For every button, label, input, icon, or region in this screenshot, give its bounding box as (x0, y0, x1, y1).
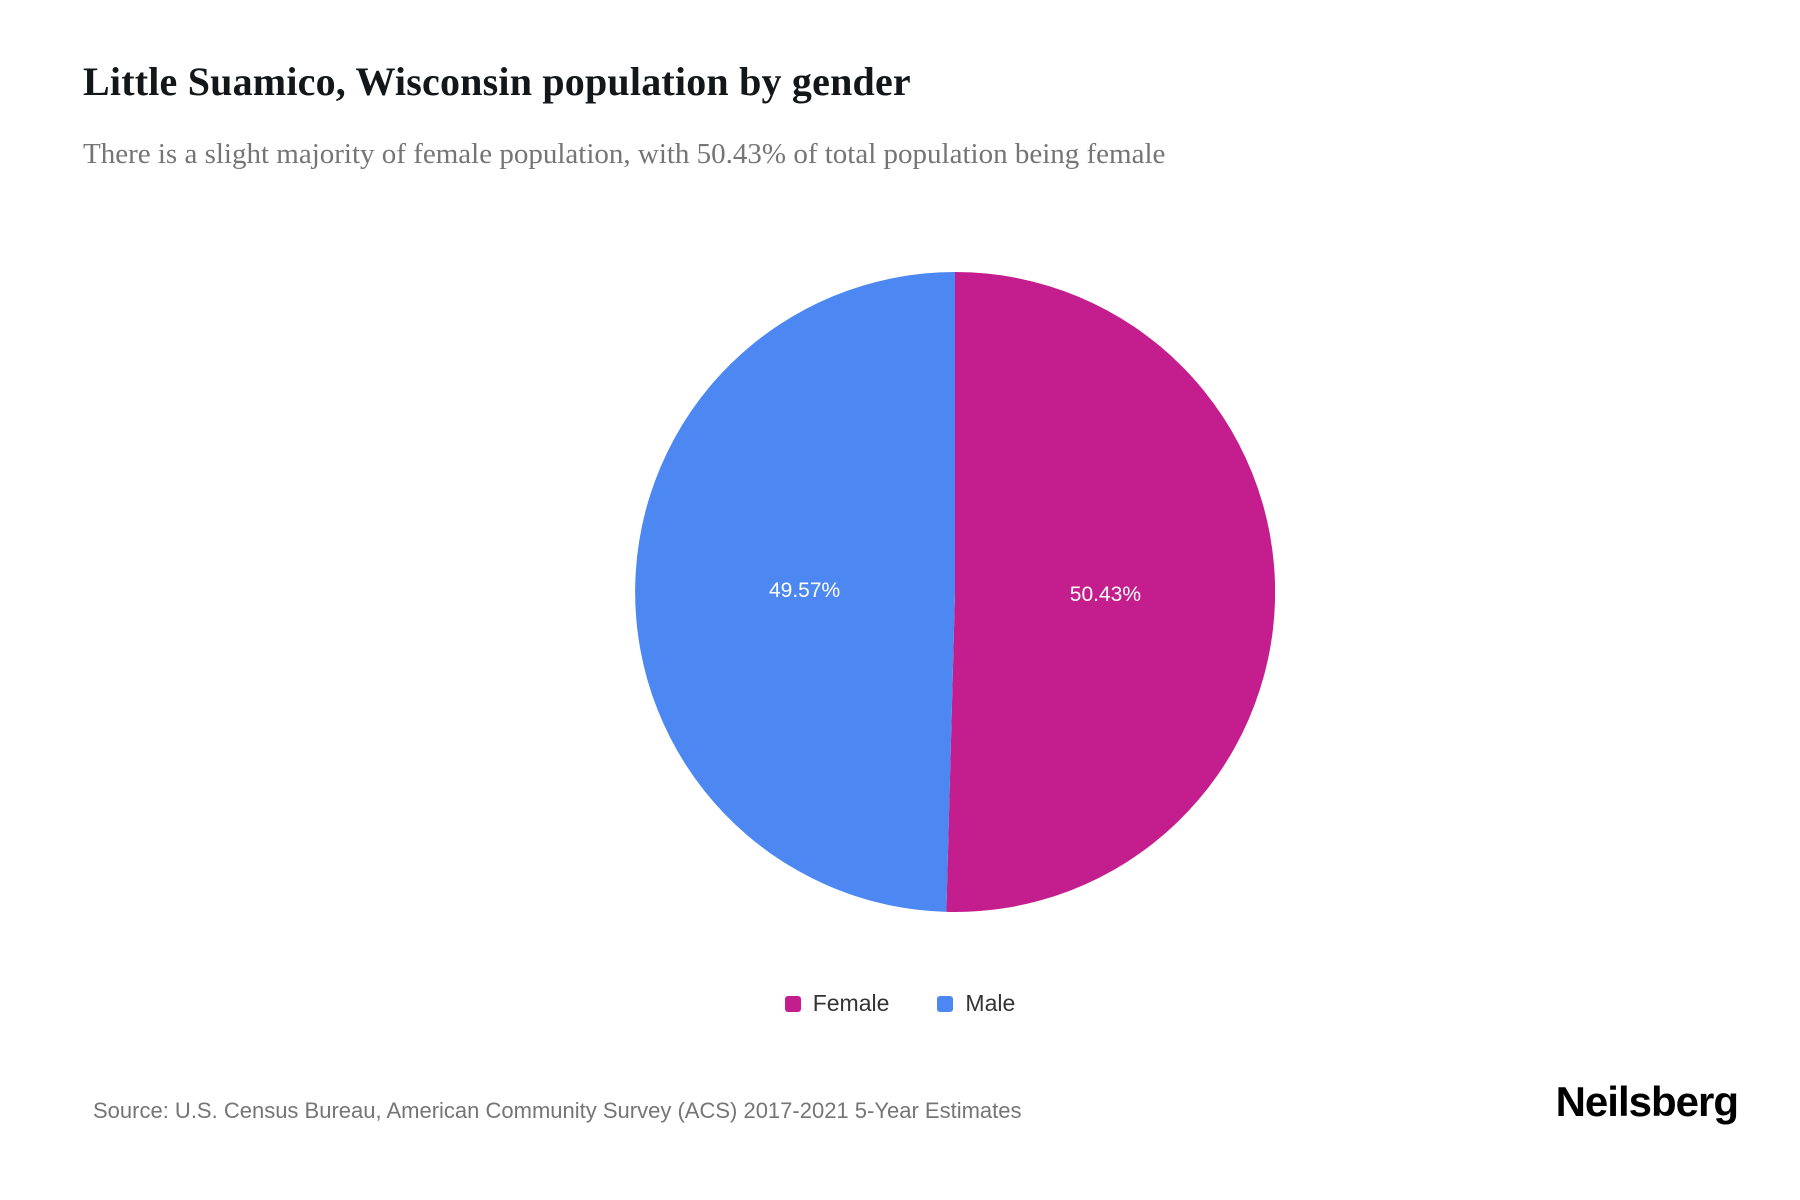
source-text: Source: U.S. Census Bureau, American Com… (93, 1098, 1022, 1123)
legend-item-female[interactable]: Female (784, 990, 890, 1017)
pie-slice-male[interactable] (635, 272, 955, 912)
legend-swatch-icon (937, 995, 954, 1012)
pie-chart-area: 50.43% 49.57% (635, 272, 1275, 912)
chart-subtitle: There is a slight majority of female pop… (83, 138, 1166, 170)
legend-item-male[interactable]: Male (937, 990, 1015, 1017)
legend-swatch-icon (784, 995, 801, 1012)
slice-value-label: 49.57% (769, 579, 840, 602)
pie-chart[interactable]: 50.43% 49.57% (635, 272, 1275, 912)
chart-title: Little Suamico, Wisconsin population by … (83, 59, 911, 104)
chart-legend: Female Male (0, 990, 1800, 1017)
legend-label: Female (812, 990, 890, 1016)
slice-value-label: 50.43% (1070, 583, 1141, 606)
pie-slice-female[interactable] (946, 272, 1275, 912)
legend-label: Male (965, 990, 1016, 1016)
brand-logo: Neilsberg (1555, 1078, 1739, 1125)
